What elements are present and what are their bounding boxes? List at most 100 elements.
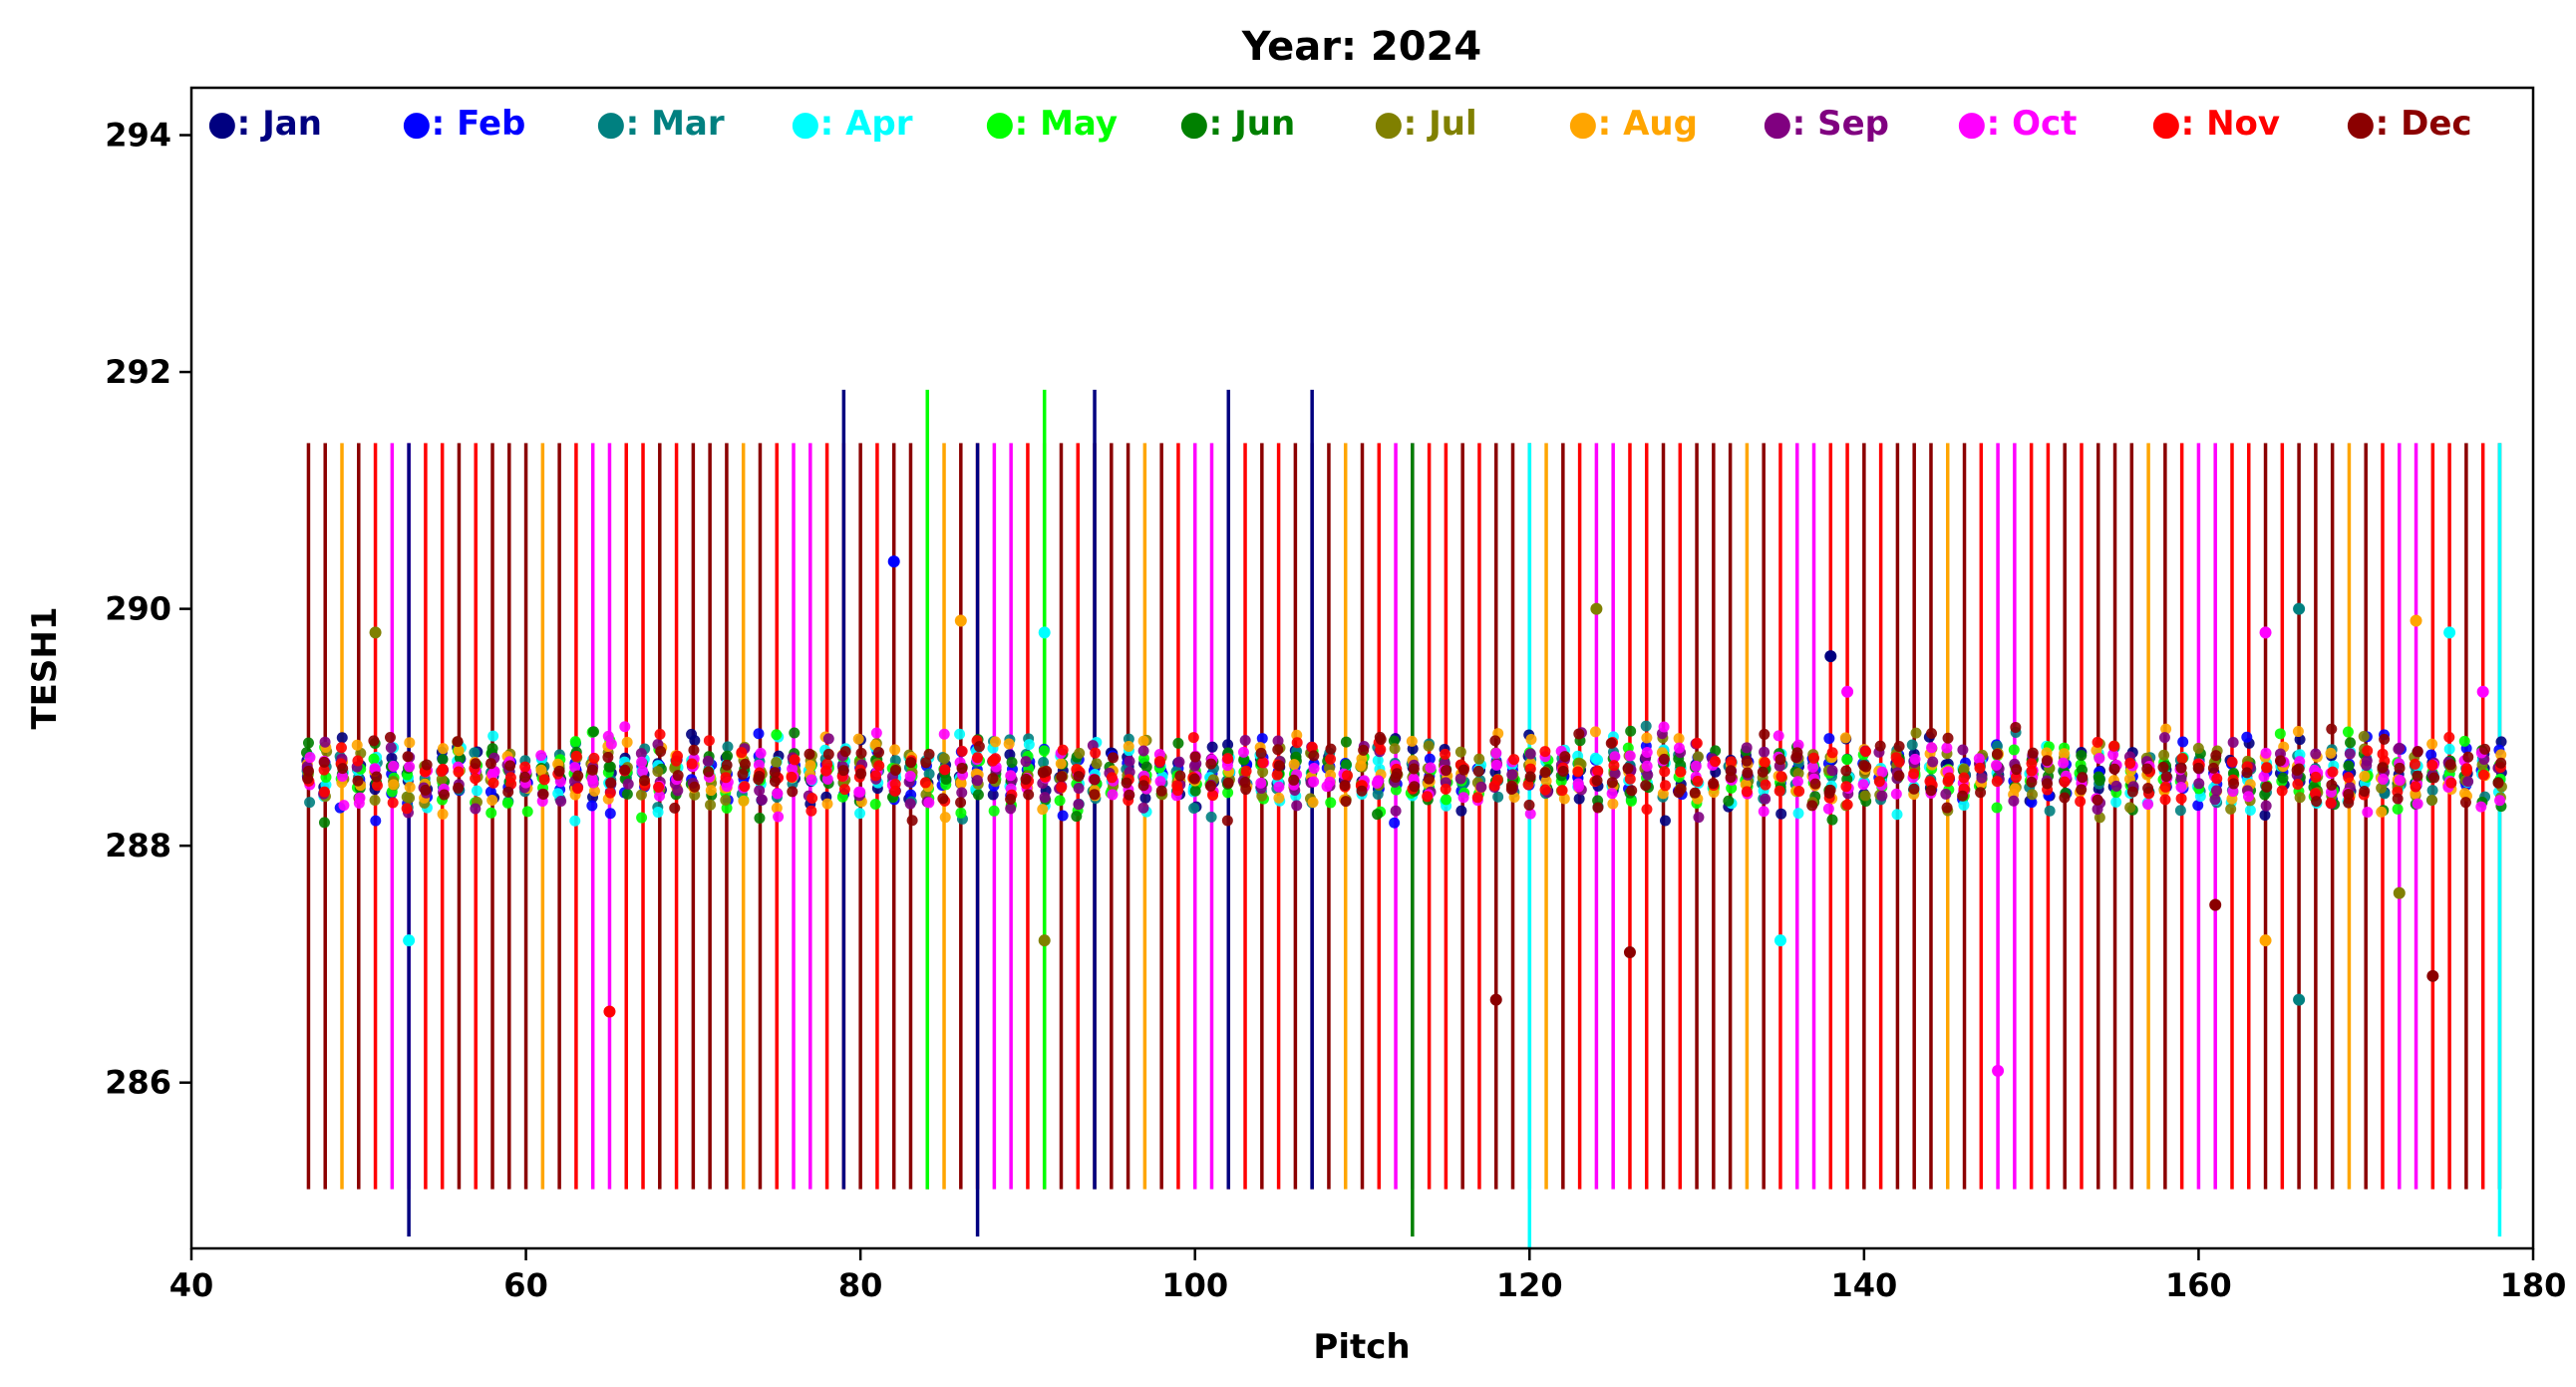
marker-aug (453, 745, 465, 757)
marker-nov (437, 763, 449, 775)
marker-sep (1020, 756, 1032, 768)
marker-mar (1205, 811, 1217, 823)
outlier-marker-0 (369, 626, 382, 639)
marker-nov (2010, 772, 2022, 784)
marker-dec (2042, 778, 2054, 790)
marker-sep (1826, 765, 1838, 777)
marker-sep (1173, 756, 1185, 768)
marker-jul (1473, 753, 1485, 765)
marker-aug (821, 798, 833, 810)
marker-oct (923, 797, 935, 809)
marker-dec (2092, 794, 2103, 806)
marker-dec (1221, 815, 1233, 827)
marker-jan (1573, 793, 1585, 805)
marker-oct (1273, 781, 1285, 793)
marker-nov (538, 774, 550, 786)
marker-nov (1624, 773, 1636, 785)
legend-item-mar: ●: Mar (596, 104, 725, 144)
marker-sep (2227, 736, 2239, 748)
marker-dec (1005, 793, 1017, 805)
marker-nov (1908, 768, 1920, 780)
marker-sep (622, 778, 634, 790)
marker-dec (2311, 796, 2323, 808)
marker-nov (1659, 766, 1671, 778)
marker-apr (2244, 804, 2256, 816)
marker-nov (939, 764, 951, 776)
marker-aug (535, 764, 547, 776)
marker-nov (2175, 793, 2187, 805)
outlier-marker-19 (2393, 886, 2406, 899)
marker-dec (619, 764, 631, 776)
marker-oct (1973, 753, 1985, 765)
marker-mar (1038, 756, 1050, 768)
marker-dec (2157, 761, 2169, 773)
marker-sep (754, 785, 766, 797)
marker-jun (587, 726, 599, 738)
marker-may (955, 807, 967, 819)
marker-jun (1071, 811, 1083, 823)
marker-dec (1557, 765, 1569, 777)
marker-jul (401, 791, 413, 803)
marker-jun (1723, 795, 1735, 807)
marker-oct (605, 738, 617, 750)
marker-dec (1893, 741, 1905, 753)
marker-mar (469, 747, 481, 759)
marker-sep (1475, 781, 1487, 793)
marker-sep (1039, 792, 1051, 804)
marker-sep (1005, 803, 1017, 815)
marker-aug (1406, 735, 1418, 747)
marker-dec (1741, 755, 1753, 767)
marker-nov (1375, 744, 1387, 756)
marker-dec (2326, 779, 2338, 791)
marker-dec (1626, 785, 1638, 797)
marker-jul (1859, 790, 1871, 802)
marker-dec (1204, 780, 1216, 792)
marker-aug (2292, 726, 2304, 738)
marker-oct (1609, 751, 1621, 763)
marker-nov (604, 787, 616, 799)
marker-oct (1641, 760, 1653, 772)
marker-may (2458, 735, 2470, 747)
marker-nov (2159, 794, 2171, 806)
marker-nov (1440, 783, 1451, 795)
marker-feb (1823, 733, 1835, 745)
marker-aug (1273, 792, 1285, 804)
marker-dec (669, 802, 681, 814)
marker-sep (756, 794, 768, 806)
marker-oct (486, 769, 498, 781)
marker-jul (771, 756, 783, 768)
marker-aug (404, 737, 416, 749)
marker-nov (670, 755, 682, 767)
marker-may (501, 797, 513, 809)
marker-jul (2192, 742, 2204, 754)
marker-dec (2027, 747, 2039, 759)
marker-may (2008, 744, 2020, 756)
marker-feb (370, 815, 382, 827)
marker-dec (2026, 776, 2038, 788)
marker-feb (2425, 749, 2437, 761)
outlier-marker-1 (403, 934, 416, 947)
marker-feb (753, 728, 765, 740)
marker-nov (2176, 753, 2188, 765)
marker-may (485, 807, 497, 819)
marker-nov (2159, 781, 2171, 793)
marker-oct (1154, 776, 1166, 788)
marker-sep (2310, 748, 2322, 760)
marker-jun (318, 817, 330, 829)
marker-jun (754, 812, 766, 824)
marker-jun (1238, 754, 1250, 766)
marker-nov (487, 777, 499, 789)
marker-sep (1291, 800, 1303, 812)
outlier-marker-20 (2410, 614, 2422, 627)
marker-jun (2093, 771, 2104, 783)
marker-oct (1876, 766, 1888, 778)
marker-oct (1308, 763, 1320, 775)
marker-sep (1137, 802, 1149, 814)
marker-dec (2343, 797, 2355, 809)
marker-nov (2226, 756, 2238, 768)
marker-oct (2142, 799, 2154, 811)
marker-nov (1608, 760, 1620, 772)
marker-jun (972, 789, 984, 801)
marker-dec (937, 793, 949, 805)
